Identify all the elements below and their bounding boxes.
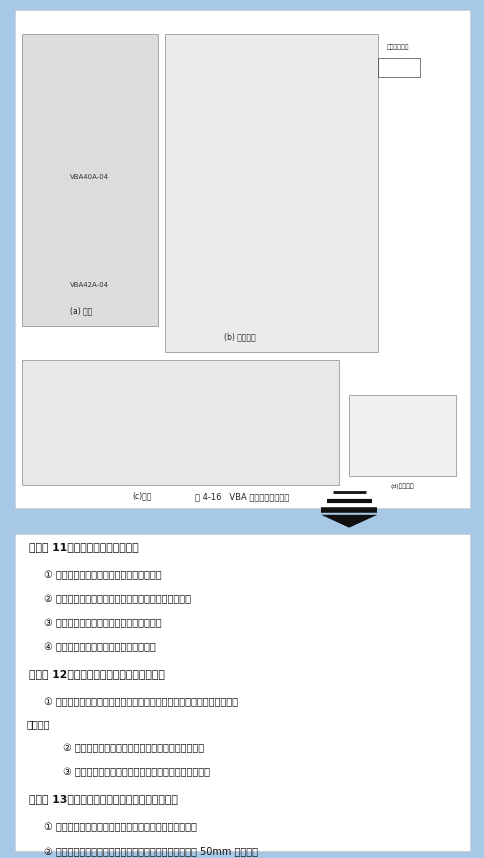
Text: 先导控制压力: 先导控制压力 [386,45,408,50]
Text: (b) 工作原理: (b) 工作原理 [223,333,255,341]
Text: ② 活塞杆偏芯：调整气缸的安装方式，避免横向载荷。: ② 活塞杆偏芯：调整气缸的安装方式，避免横向载荷。 [44,595,190,605]
Text: 图 4-16   VBA 系列双作用增压缸: 图 4-16 VBA 系列双作用增压缸 [195,492,289,501]
Text: VBA40A-04: VBA40A-04 [70,174,109,180]
Text: 【故障 13】带制动器的气缸发生振动或飞出现象: 【故障 13】带制动器的气缸发生振动或飞出现象 [29,794,178,804]
Text: 排气阀。: 排气阀。 [27,719,50,729]
Text: ② 负荷过重：确认规格，将负荷减小到允许范围内。: ② 负荷过重：确认规格，将负荷减小到允许范围内。 [63,743,204,753]
Text: ③ 活塞杆有损伤：修补时损伤过大则更换。: ③ 活塞杆有损伤：修补时损伤过大则更换。 [44,619,161,629]
Text: ① 负荷不平衡：设计回路时使其停止时负荷能保持平衡。: ① 负荷不平衡：设计回路时使其停止时负荷能保持平衡。 [44,822,196,832]
Bar [378,58,419,77]
Text: ② 螺距过短，气缸启动时的速度经常不稳定；将螺距调到 50mm 以上或尽: ② 螺距过短，气缸启动时的速度经常不稳定；将螺距调到 50mm 以上或尽 [44,846,257,856]
FancyBboxPatch shape [15,10,469,508]
Text: 【故障 12】带制动器的气缸停止时超程过长: 【故障 12】带制动器的气缸停止时超程过长 [29,669,165,680]
Text: (d)图形符号: (d)图形符号 [390,483,413,489]
Text: (c)结构: (c)结构 [133,492,152,500]
Text: VBA42A-04: VBA42A-04 [70,282,109,288]
Text: ③ 移动速度过快：确认规格，将速度降到允许范围内。: ③ 移动速度过快：确认规格，将速度降到允许范围内。 [63,767,210,777]
Bar [22,34,157,326]
Text: ① 活塞杆密封圈磨损：更换活塞杆密封圈。: ① 活塞杆密封圈磨损：更换活塞杆密封圈。 [44,571,161,581]
Bar [22,360,339,485]
Text: ① 配管距离过长：缩短配管距离来缩短响应时间，在制动器端口安装快速: ① 配管距离过长：缩短配管距离来缩短响应时间，在制动器端口安装快速 [44,698,237,708]
Polygon shape [320,515,377,528]
Text: ④ 卡进了杂质：去除杂质，安装防尘罩。: ④ 卡进了杂质：去除杂质，安装防尘罩。 [44,643,155,653]
Bar [348,395,455,476]
Bar [165,34,378,352]
Text: (a) 外观: (a) 外观 [70,307,92,316]
Text: 【故障 11】活塞杆和轴承部位漏气: 【故障 11】活塞杆和轴承部位漏气 [29,542,138,553]
FancyBboxPatch shape [15,534,469,851]
